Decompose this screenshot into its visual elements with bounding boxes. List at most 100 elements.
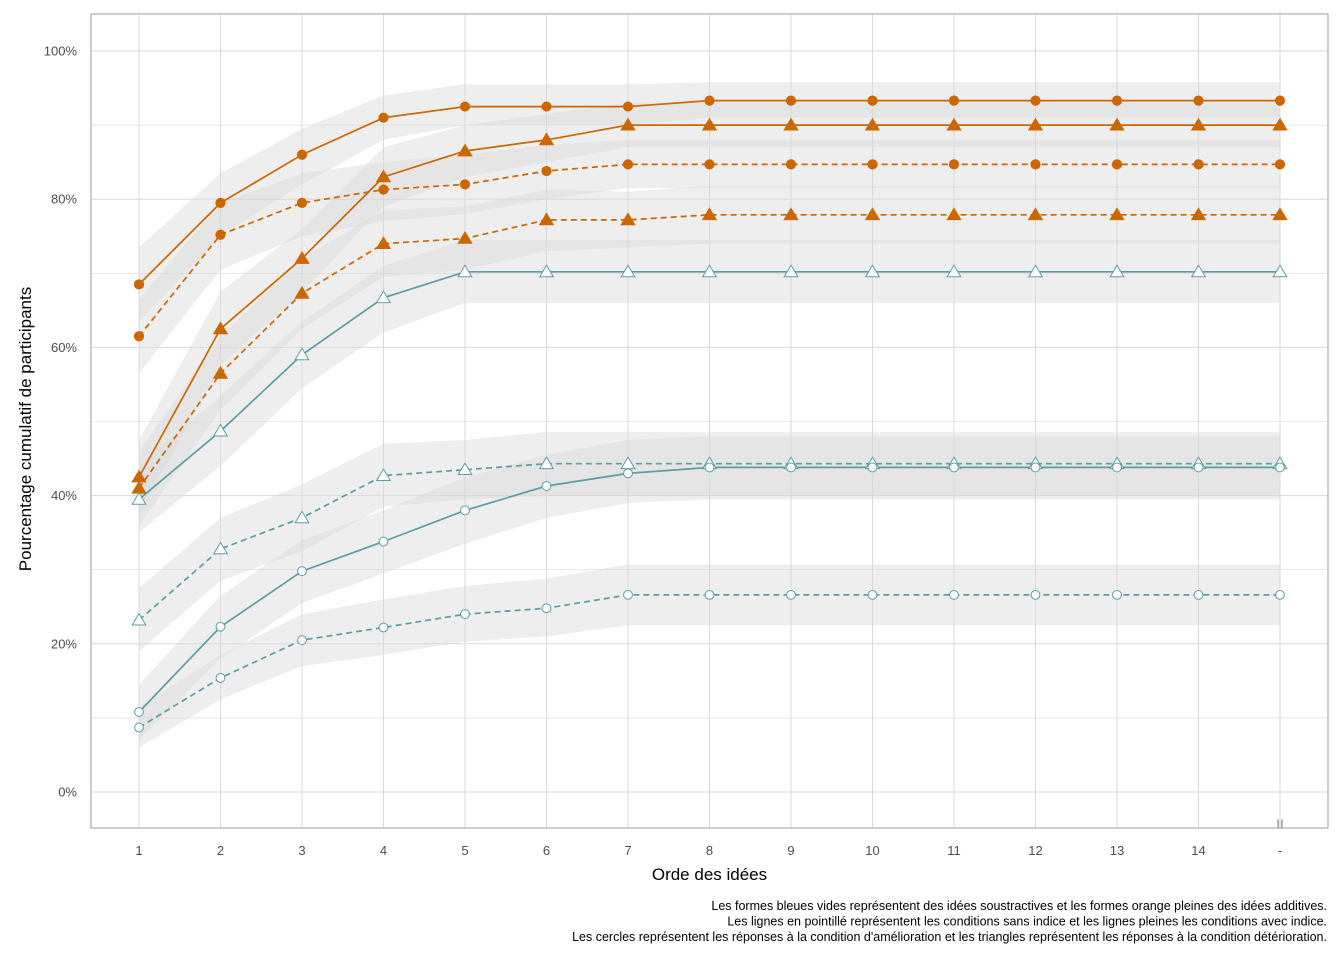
caption-line: Les cercles représentent les réponses à …: [572, 930, 1327, 944]
point-series-4: [212, 365, 229, 379]
point-series-8: [297, 635, 307, 645]
point-series-7: [1275, 462, 1285, 473]
x-tick-label: 4: [380, 843, 387, 858]
point-series-8: [1193, 589, 1204, 600]
point-series-3: [622, 159, 634, 170]
x-tick-label: 11: [947, 843, 961, 858]
point-series-7: [378, 536, 389, 547]
point-series-8: [541, 603, 552, 614]
ribbon-series-7: [139, 436, 1280, 741]
point-series-3: [1030, 159, 1041, 170]
confidence-ribbons: [139, 82, 1280, 748]
point-series-1: [133, 279, 145, 290]
point-series-5: [457, 264, 473, 278]
point-series-8: [215, 672, 226, 683]
point-series-6: [538, 456, 555, 470]
point-series-8: [949, 589, 959, 600]
point-series-2: [1272, 117, 1288, 131]
x-tick-label: 7: [624, 843, 631, 858]
point-series-8: [134, 722, 144, 733]
point-series-4: [1190, 207, 1207, 221]
point-series-7: [1030, 462, 1041, 473]
point-series-5: [1109, 264, 1125, 278]
y-axis-tick-labels: 0% 20% 40% 60% 80% 100%: [44, 44, 78, 800]
point-series-2: [212, 321, 229, 335]
point-series-1: [459, 101, 471, 112]
point-series-7: [460, 505, 470, 516]
point-series-3: [459, 179, 471, 190]
x-tick-label: 12: [1028, 843, 1042, 858]
x-tick-label: 13: [1110, 843, 1124, 858]
point-series-2: [701, 117, 718, 131]
ribbon-series-6: [139, 431, 1280, 652]
point-series-1: [541, 101, 552, 112]
x-tick-label: 3: [298, 843, 305, 858]
gridlines: [91, 14, 1328, 828]
point-series-7: [949, 462, 959, 473]
point-series-2: [1109, 117, 1125, 131]
point-series-1: [867, 95, 878, 106]
point-series-4: [620, 212, 636, 226]
x-tick-label: 10: [865, 843, 879, 858]
series-points: [131, 95, 1288, 733]
x-tick-label: 6: [543, 843, 550, 858]
point-series-8: [378, 622, 389, 633]
y-axis-title: Pourcentage cumulatif de participants: [16, 287, 35, 571]
point-series-8: [867, 589, 878, 600]
point-series-7: [786, 462, 796, 473]
point-series-5: [701, 264, 718, 278]
point-series-7: [704, 462, 715, 473]
point-series-7: [867, 462, 878, 473]
point-series-6: [294, 510, 310, 524]
point-series-2: [864, 117, 881, 131]
point-series-2: [946, 117, 962, 131]
x-tick-label: 9: [787, 843, 794, 858]
point-series-1: [948, 95, 960, 106]
point-series-3: [296, 197, 308, 209]
ribbon-series-4: [139, 185, 1280, 526]
point-series-1: [622, 101, 634, 112]
point-series-2: [294, 251, 310, 264]
corner-mark: II: [1276, 816, 1284, 832]
ribbon-series-8: [139, 564, 1280, 748]
ribbon-series-5: [139, 240, 1280, 533]
point-series-4: [864, 207, 881, 221]
point-series-8: [1275, 589, 1285, 600]
point-series-5: [538, 264, 555, 278]
point-series-7: [541, 481, 552, 491]
caption-line: Les formes bleues vides représentent des…: [711, 899, 1327, 913]
point-series-6: [131, 612, 147, 626]
point-series-7: [215, 621, 226, 632]
ribbon-series-1: [139, 82, 1280, 322]
point-series-4: [783, 207, 799, 221]
ribbon-series-3: [139, 139, 1280, 374]
point-series-4: [457, 231, 473, 244]
point-series-1: [378, 112, 389, 123]
point-series-5: [131, 491, 147, 505]
x-tick-label: 2: [217, 843, 224, 858]
point-series-3: [785, 159, 797, 170]
line-series-3: [138, 163, 1280, 337]
point-series-7: [623, 468, 633, 479]
point-series-5: [1027, 264, 1044, 278]
x-tick-label: 8: [706, 843, 713, 858]
point-series-1: [296, 149, 308, 160]
point-series-1: [704, 95, 715, 106]
point-series-1: [215, 197, 226, 209]
point-series-4: [538, 212, 555, 226]
ribbon-series-2: [139, 102, 1280, 515]
point-series-3: [541, 165, 552, 177]
point-series-4: [1027, 207, 1044, 221]
point-series-2: [457, 143, 473, 157]
point-series-5: [375, 290, 392, 304]
point-series-6: [212, 541, 229, 555]
x-tick-label: 1: [135, 843, 142, 858]
x-axis-tick-labels: 1 2 3 4 5 6 7 8 9 10 11 12 13 14-: [135, 843, 1282, 858]
point-series-4: [946, 207, 962, 221]
point-series-7: [134, 707, 144, 717]
point-series-3: [378, 184, 389, 195]
point-series-8: [704, 589, 715, 600]
point-series-5: [864, 264, 881, 278]
point-series-1: [1111, 95, 1123, 106]
